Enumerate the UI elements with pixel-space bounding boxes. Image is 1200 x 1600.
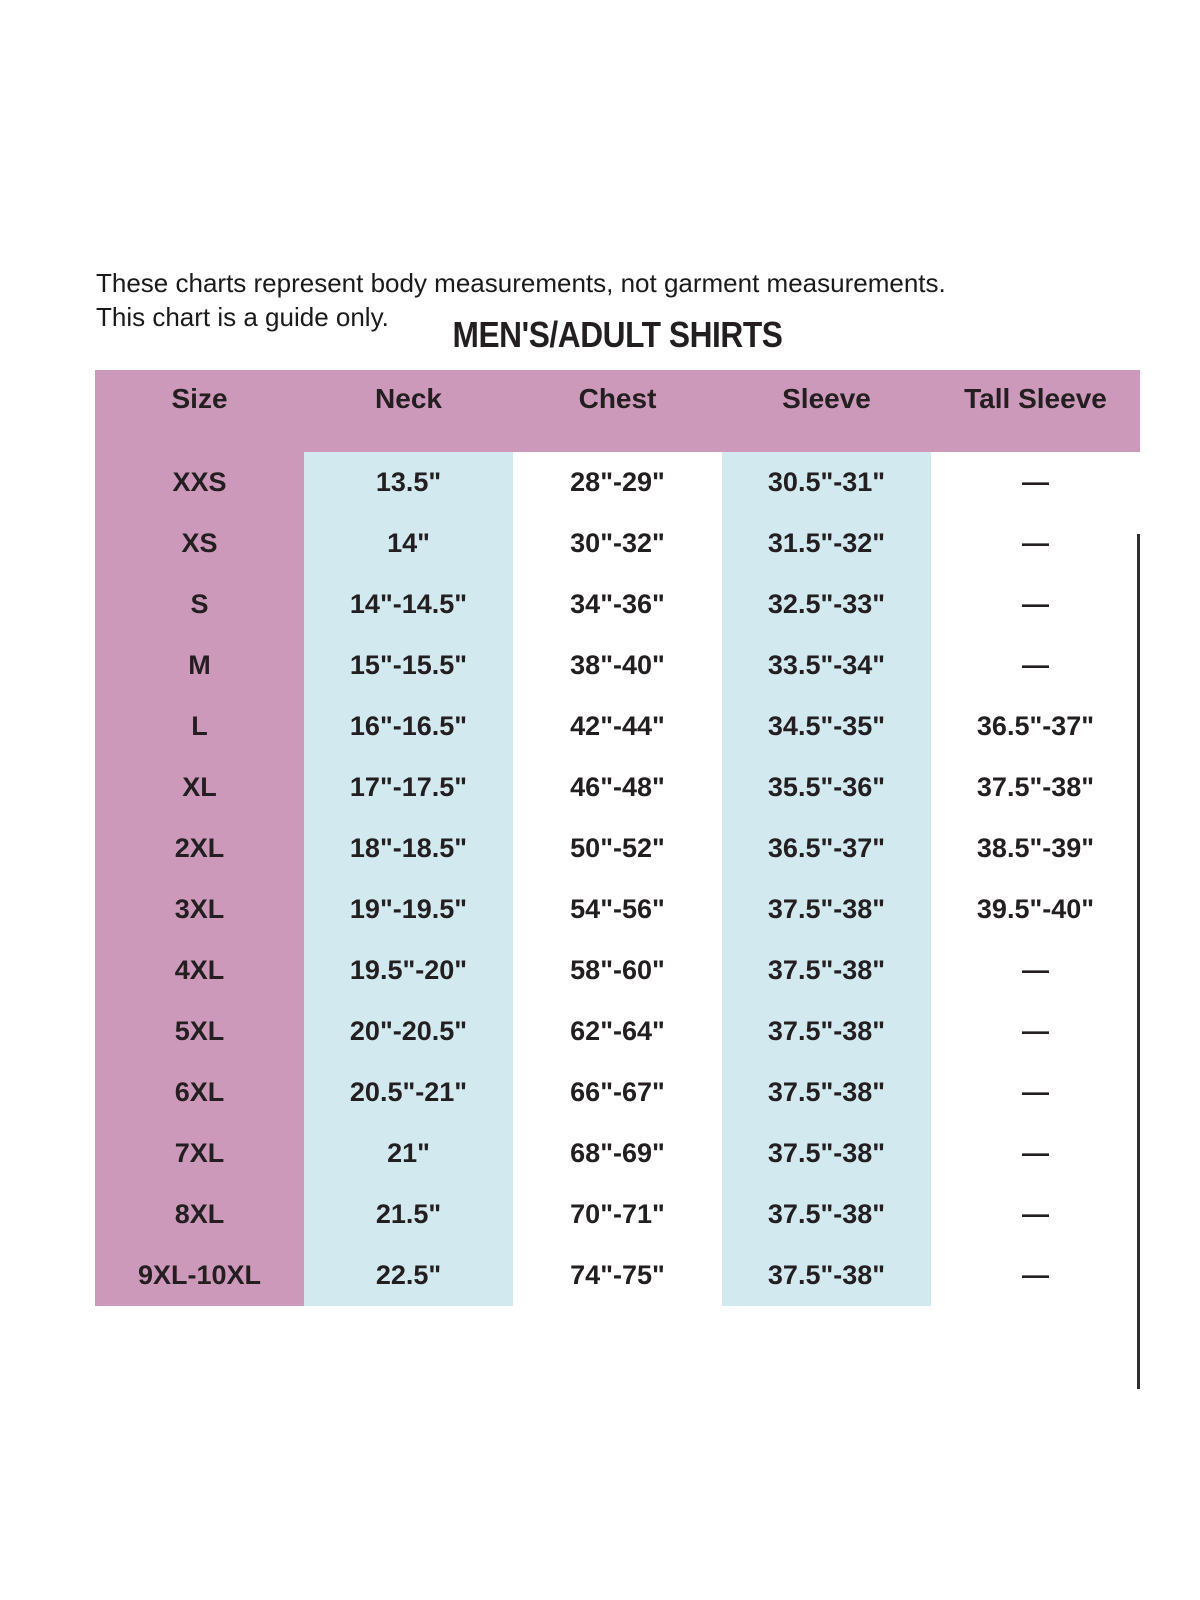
neck-cell: 15"-15.5" — [304, 635, 513, 696]
chest-cell: 30"-32" — [570, 528, 665, 558]
table-row: XXS 13.5" 28"-29" 30.5"-31" — — [95, 452, 1140, 513]
neck-cell: 14"-14.5" — [304, 574, 513, 635]
tall-sleeve-cell: 36.5"-37" — [976, 711, 1095, 741]
tall-sleeve-cell: 38.5"-39" — [976, 833, 1095, 863]
sleeve-cell: 34.5"-35" — [722, 696, 931, 757]
neck-cell: 14" — [304, 513, 513, 574]
tall-sleeve-cell: 37.5"-38" — [976, 772, 1095, 802]
neck-cell: 20.5"-21" — [304, 1062, 513, 1123]
sleeve-cell: 37.5"-38" — [722, 1001, 931, 1062]
size-cell: S — [95, 574, 304, 635]
table-row: 3XL 19"-19.5" 54"-56" 37.5"-38" 39.5"-40… — [95, 879, 1140, 940]
sleeve-cell: 36.5"-37" — [722, 818, 931, 879]
table-row: 4XL 19.5"-20" 58"-60" 37.5"-38" — — [95, 940, 1140, 1001]
tall-sleeve-cell: — — [1022, 589, 1049, 619]
size-cell: 2XL — [95, 818, 304, 879]
measurement-note-line2: This chart is a guide only. — [96, 302, 389, 332]
chest-cell: 46"-48" — [570, 772, 665, 802]
measurement-note-line1: These charts represent body measurements… — [96, 268, 946, 298]
chest-cell: 58"-60" — [570, 955, 665, 985]
col-header-size: Size — [171, 383, 228, 414]
col-header-neck: Neck — [375, 383, 442, 414]
sleeve-cell: 35.5"-36" — [722, 757, 931, 818]
neck-cell: 19.5"-20" — [304, 940, 513, 1001]
col-header-tall-sleeve: Tall Sleeve — [964, 383, 1107, 414]
neck-cell: 22.5" — [304, 1245, 513, 1306]
sleeve-cell: 37.5"-38" — [722, 940, 931, 1001]
size-cell: 4XL — [95, 940, 304, 1001]
size-cell: L — [95, 696, 304, 757]
table-row: 8XL 21.5" 70"-71" 37.5"-38" — — [95, 1184, 1140, 1245]
size-chart-table: Size Neck Chest Sleeve Tall Sleeve XXS 1… — [95, 370, 1140, 1389]
chest-cell: 54"-56" — [570, 894, 665, 924]
neck-cell: 19"-19.5" — [304, 879, 513, 940]
sleeve-cell: 32.5"-33" — [722, 574, 931, 635]
chest-cell: 28"-29" — [570, 467, 665, 497]
size-cell: 8XL — [95, 1184, 304, 1245]
size-cell: XL — [95, 757, 304, 818]
sleeve-cell: 31.5"-32" — [722, 513, 931, 574]
col-header-sleeve: Sleeve — [782, 383, 871, 414]
size-cell: XXS — [95, 452, 304, 513]
size-cell: 6XL — [95, 1062, 304, 1123]
tall-sleeve-cell: — — [1022, 1199, 1049, 1229]
tall-sleeve-cell: — — [1022, 1138, 1049, 1168]
table-row: M 15"-15.5" 38"-40" 33.5"-34" — — [95, 635, 1140, 696]
neck-cell: 16"-16.5" — [304, 696, 513, 757]
chest-cell: 66"-67" — [570, 1077, 665, 1107]
size-cell: 9XL-10XL — [95, 1245, 304, 1306]
chest-cell: 38"-40" — [570, 650, 665, 680]
tall-sleeve-cell: 39.5"-40" — [976, 894, 1095, 924]
table-row: 7XL 21" 68"-69" 37.5"-38" — — [95, 1123, 1140, 1184]
sleeve-cell: 37.5"-38" — [722, 1123, 931, 1184]
neck-cell: 17"-17.5" — [304, 757, 513, 818]
size-cell: 5XL — [95, 1001, 304, 1062]
sleeve-cell: 30.5"-31" — [722, 452, 931, 513]
table-right-divider-line — [1137, 534, 1140, 1389]
table-row: 6XL 20.5"-21" 66"-67" 37.5"-38" — — [95, 1062, 1140, 1123]
size-cell: XS — [95, 513, 304, 574]
chest-cell: 74"-75" — [570, 1260, 665, 1290]
table-row: XL 17"-17.5" 46"-48" 35.5"-36" 37.5"-38" — [95, 757, 1140, 818]
size-cell: M — [95, 635, 304, 696]
table-row: XS 14" 30"-32" 31.5"-32" — — [95, 513, 1140, 574]
chest-cell: 68"-69" — [570, 1138, 665, 1168]
sleeve-cell: 37.5"-38" — [722, 1245, 931, 1306]
table-body: XXS 13.5" 28"-29" 30.5"-31" — XS 14" 30"… — [95, 452, 1140, 1389]
chest-cell: 42"-44" — [570, 711, 665, 741]
tall-sleeve-cell: — — [1022, 650, 1049, 680]
chest-cell: 50"-52" — [570, 833, 665, 863]
tall-sleeve-cell: — — [1022, 1077, 1049, 1107]
table-row: L 16"-16.5" 42"-44" 34.5"-35" 36.5"-37" — [95, 696, 1140, 757]
table-row: S 14"-14.5" 34"-36" 32.5"-33" — — [95, 574, 1140, 635]
chest-cell: 34"-36" — [570, 589, 665, 619]
tall-sleeve-cell: — — [1022, 1260, 1049, 1290]
neck-cell: 21.5" — [304, 1184, 513, 1245]
tall-sleeve-cell: — — [1022, 467, 1049, 497]
table-row: 2XL 18"-18.5" 50"-52" 36.5"-37" 38.5"-39… — [95, 818, 1140, 879]
measurement-note: These charts represent body measurements… — [96, 266, 946, 334]
table-row: 5XL 20"-20.5" 62"-64" 37.5"-38" — — [95, 1001, 1140, 1062]
col-header-chest: Chest — [578, 383, 657, 414]
neck-cell: 20"-20.5" — [304, 1001, 513, 1062]
tall-sleeve-cell: — — [1022, 1016, 1049, 1046]
neck-cell: 13.5" — [304, 452, 513, 513]
chest-cell: 70"-71" — [570, 1199, 665, 1229]
tall-sleeve-cell: — — [1022, 955, 1049, 985]
neck-cell: 21" — [304, 1123, 513, 1184]
sleeve-cell: 37.5"-38" — [722, 1184, 931, 1245]
chest-cell: 62"-64" — [570, 1016, 665, 1046]
tall-sleeve-cell: — — [1022, 528, 1049, 558]
table-header-row: Size Neck Chest Sleeve Tall Sleeve — [95, 370, 1140, 452]
sleeve-cell: 37.5"-38" — [722, 879, 931, 940]
sleeve-cell: 37.5"-38" — [722, 1062, 931, 1123]
table-row: 9XL-10XL 22.5" 74"-75" 37.5"-38" — — [95, 1245, 1140, 1306]
sleeve-cell: 33.5"-34" — [722, 635, 931, 696]
size-cell: 7XL — [95, 1123, 304, 1184]
chart-title: MEN'S/ADULT SHIRTS — [452, 314, 783, 355]
size-cell: 3XL — [95, 879, 304, 940]
neck-cell: 18"-18.5" — [304, 818, 513, 879]
